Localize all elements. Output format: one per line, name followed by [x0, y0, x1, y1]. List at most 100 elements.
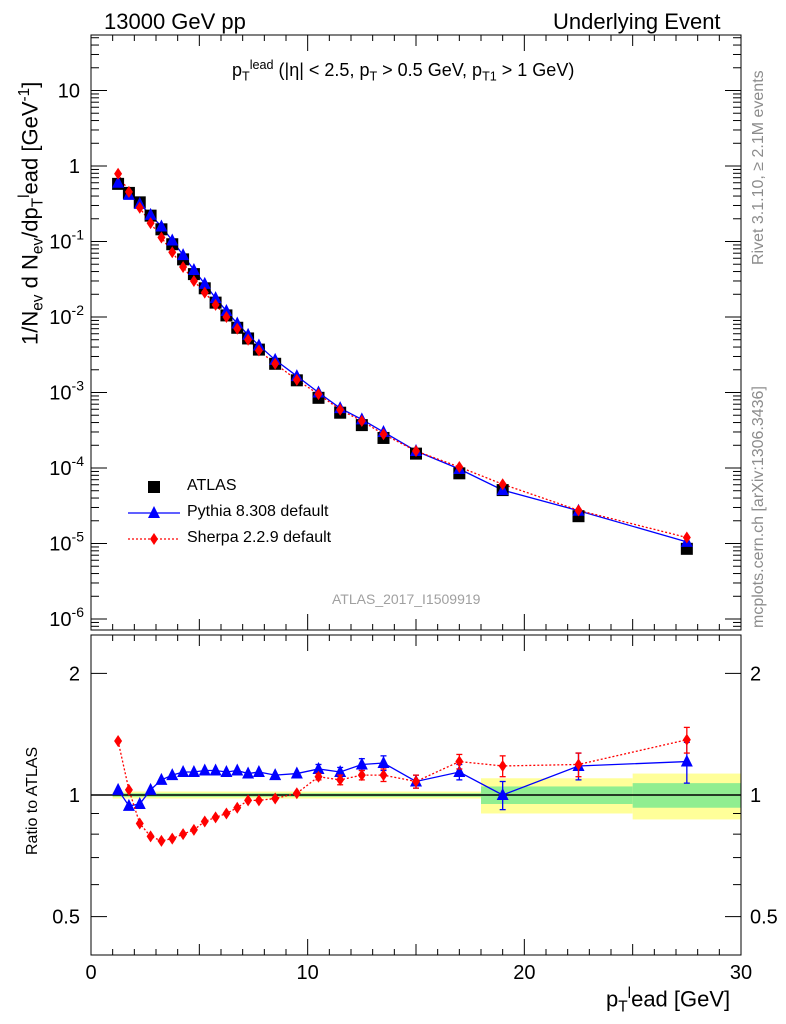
pythia-point	[220, 304, 233, 317]
sherpa-point	[200, 286, 209, 299]
y-axis-label-ratio: Ratio to ATLAS	[24, 746, 41, 855]
pythia-point	[166, 233, 179, 246]
y-tick-label: 10-1	[49, 227, 84, 254]
legend-marker-sherpa	[150, 533, 158, 545]
pythia-ratio-point	[377, 756, 390, 769]
pythia-ratio-point	[144, 782, 157, 795]
pythia-ratio-point	[680, 754, 693, 767]
legend-marker-atlas	[148, 481, 160, 493]
legend-label-sherpa: Sherpa 2.2.9 default	[187, 529, 332, 546]
y-tick-label: 10-4	[49, 453, 84, 480]
sherpa-ratio-point	[233, 801, 242, 814]
sherpa-point	[168, 246, 177, 259]
sherpa-ratio-point	[682, 733, 691, 746]
ratio-y-tick-label-right: 2	[750, 663, 761, 685]
pythia-ratio-point	[198, 763, 211, 776]
sherpa-ratio-point	[244, 794, 253, 807]
y-tick-label: 10-2	[49, 302, 84, 329]
pythia-ratio-point	[155, 772, 168, 785]
pythia-ratio-point	[122, 798, 135, 811]
sherpa-point	[336, 403, 345, 416]
pythia-ratio-point	[133, 796, 146, 809]
sherpa-ratio-point	[146, 830, 155, 843]
pythia-point	[209, 291, 222, 304]
ratio-y-tick-label: 0.5	[52, 907, 80, 929]
sherpa-ratio-point	[157, 834, 166, 847]
sherpa-point	[157, 231, 166, 244]
sherpa-ratio-point	[222, 807, 231, 820]
sherpa-ratio-point	[200, 815, 209, 828]
x-tick-label: 20	[513, 962, 535, 984]
sherpa-ratio-point	[498, 759, 507, 772]
pythia-ratio-point	[312, 761, 325, 774]
x-tick-label: 0	[85, 962, 96, 984]
pythia-ratio-point	[242, 766, 255, 779]
sherpa-point	[574, 504, 583, 517]
pythia-point	[252, 338, 265, 351]
title-cuts: (|η| < 2.5, pT > 0.5 GeV, pT1 > 1 GeV)	[278, 60, 575, 84]
rivet-info: Rivet 3.1.10, ≥ 2.1M events	[750, 70, 767, 265]
sherpa-point	[314, 388, 323, 401]
sherpa-point	[292, 373, 301, 386]
sherpa-ratio-point	[179, 828, 188, 841]
pythia-ratio-point	[269, 768, 282, 781]
sherpa-point	[498, 478, 507, 491]
sherpa-ratio-point	[357, 769, 366, 782]
legend-label-atlas: ATLAS	[187, 477, 237, 494]
sherpa-ratio-point	[114, 735, 123, 748]
pythia-point	[198, 276, 211, 289]
sherpa-ratio-point	[135, 817, 144, 830]
sherpa-point	[271, 357, 280, 370]
pythia-point	[187, 262, 200, 275]
y-tick-label: 10-6	[49, 604, 84, 631]
ratio-y-tick-label: 1	[69, 785, 80, 807]
sherpa-point	[412, 444, 420, 457]
pythia-point	[155, 219, 168, 232]
analysis-label: Underlying Event	[553, 9, 721, 34]
sherpa-point	[114, 167, 123, 180]
sherpa-ratio-point	[455, 755, 464, 768]
sherpa-ratio-point	[336, 773, 345, 786]
sherpa-point	[455, 461, 464, 474]
sherpa-ratio-point	[379, 769, 388, 782]
sherpa-point	[357, 414, 366, 427]
sherpa-point	[244, 333, 253, 346]
pythia-point	[144, 207, 157, 220]
ratio-y-tick-label: 2	[69, 663, 80, 685]
sherpa-ratio-point	[189, 823, 198, 836]
pythia-ratio-point	[290, 766, 303, 779]
sherpa-point	[211, 298, 220, 311]
x-tick-label: 30	[730, 962, 752, 984]
title-pt-lead: pTlead	[232, 58, 274, 84]
sherpa-point	[254, 344, 263, 357]
pythia-point	[231, 316, 244, 329]
ratio-y-tick-label-right: 0.5	[750, 907, 778, 929]
y-axis-label-main: 1/Nev d Nev/dpTlead [GeV-1]	[16, 81, 47, 345]
sherpa-point	[135, 201, 144, 214]
pythia-ratio-point	[252, 765, 265, 778]
pythia-ratio-point	[231, 763, 244, 776]
pythia-ratio-point	[334, 765, 347, 778]
sherpa-point	[222, 311, 231, 323]
pythia-point	[112, 175, 125, 188]
sherpa-ratio-point	[168, 832, 177, 845]
ratio-y-tick-label-right: 1	[750, 785, 761, 807]
pythia-ratio-point	[220, 765, 233, 778]
sherpa-ratio-point	[292, 787, 301, 800]
y-tick-label: 10	[58, 81, 80, 103]
pythia-ratio-point	[112, 782, 125, 795]
pythia-ratio-point	[453, 765, 466, 778]
pythia-ratio-point	[177, 765, 190, 778]
x-tick-label: 10	[297, 962, 319, 984]
sherpa-ratio-point	[254, 794, 263, 807]
sherpa-point	[379, 428, 388, 441]
sherpa-ratio-point	[574, 758, 583, 771]
sherpa-point	[682, 531, 691, 544]
sherpa-point	[146, 217, 155, 230]
y-tick-label: 10-3	[49, 378, 84, 405]
y-tick-label: 10-5	[49, 529, 84, 556]
pythia-ratio-point	[496, 788, 509, 800]
sherpa-point	[124, 185, 133, 198]
mcplots-info: mcplots.cern.ch [arXiv:1306.3436]	[750, 386, 767, 628]
